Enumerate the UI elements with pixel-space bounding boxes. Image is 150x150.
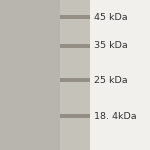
Bar — [0, 0, 60, 150]
Bar — [90, 0, 150, 150]
Bar — [60, 15, 90, 19]
Bar — [60, 0, 90, 150]
Text: 45 kDa: 45 kDa — [94, 13, 128, 22]
Bar — [60, 78, 90, 82]
Bar — [60, 114, 90, 118]
Text: 35 kDa: 35 kDa — [94, 41, 128, 50]
Text: 25 kDa: 25 kDa — [94, 76, 128, 85]
Text: 18. 4kDa: 18. 4kDa — [94, 112, 137, 121]
Bar — [60, 44, 90, 48]
